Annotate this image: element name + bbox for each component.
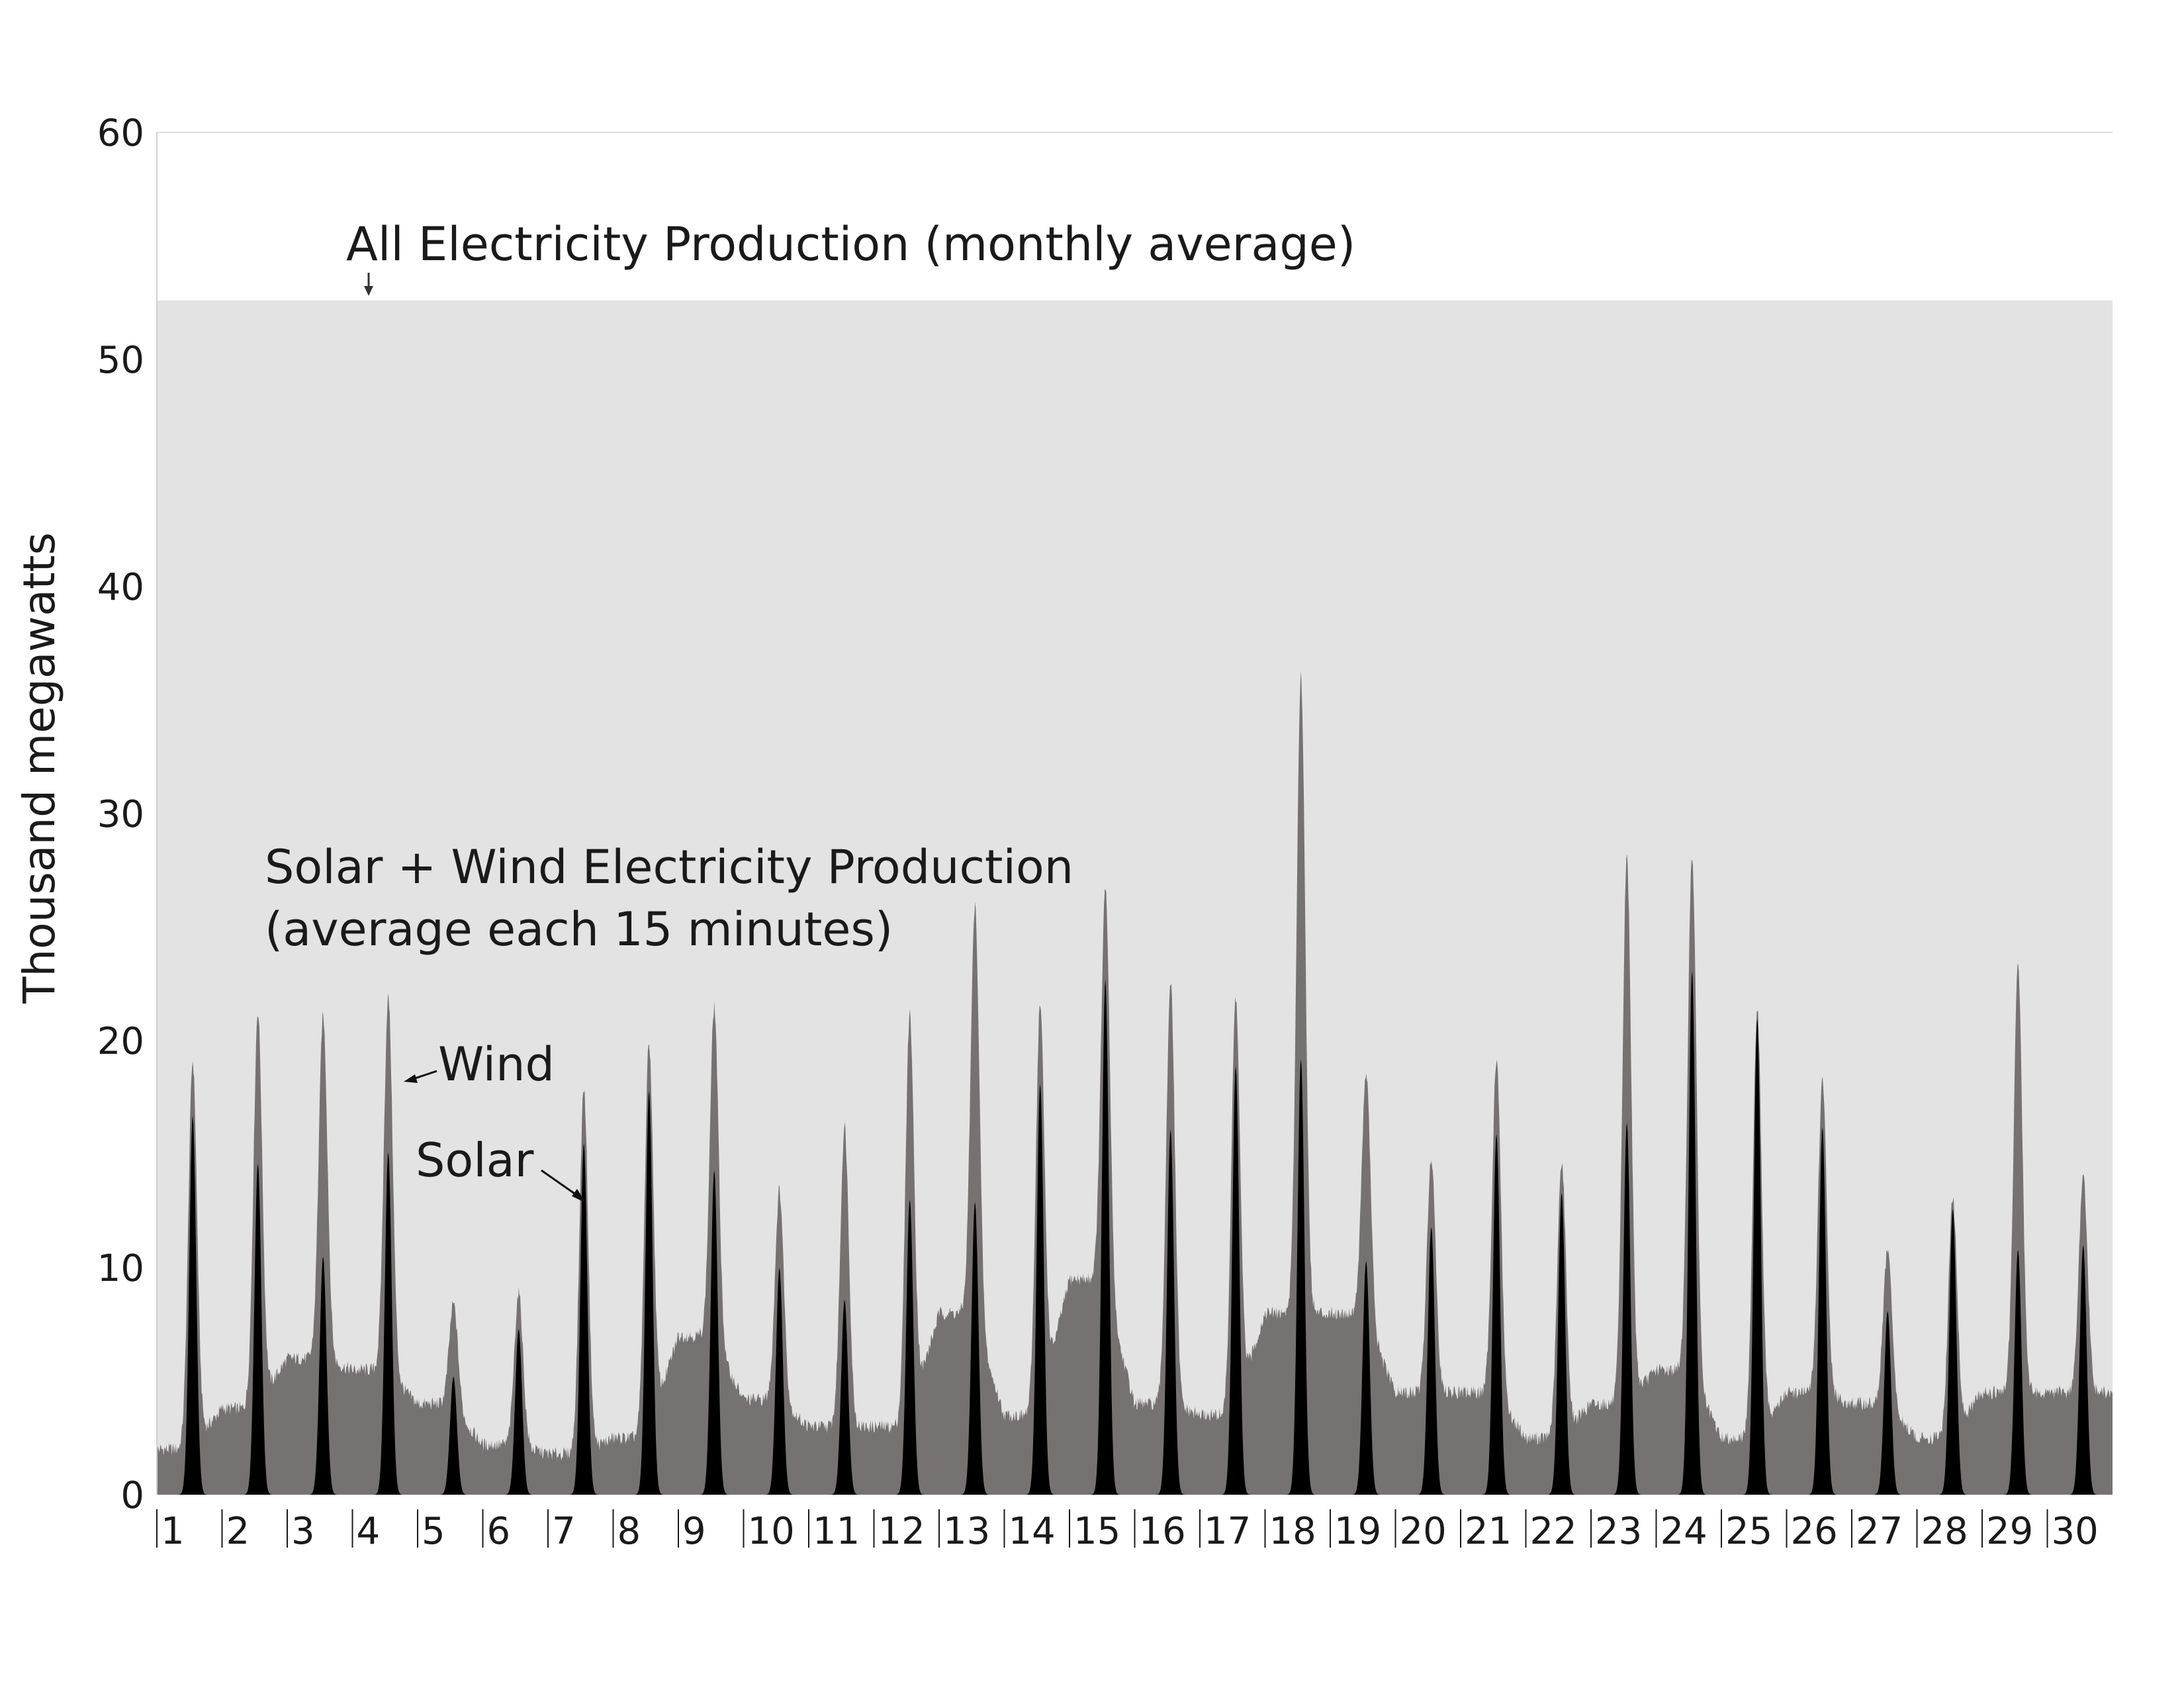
day-label: 22 — [1530, 1510, 1577, 1553]
day-label: 12 — [878, 1510, 925, 1553]
day-label: 11 — [813, 1510, 860, 1553]
day-label: 8 — [617, 1510, 641, 1553]
day-label: 30 — [2052, 1510, 2099, 1553]
day-label: 1 — [161, 1510, 185, 1553]
annotation-all-arrowhead — [364, 286, 373, 296]
day-label: 27 — [1856, 1510, 1903, 1553]
day-label: 19 — [1334, 1510, 1381, 1553]
day-label: 9 — [682, 1510, 706, 1553]
annotation-wind-arrowhead — [404, 1074, 418, 1083]
solar-series-area — [157, 970, 2113, 1495]
y-tick-label: 30 — [97, 793, 144, 836]
y-tick-label: 20 — [97, 1020, 144, 1063]
day-label: 25 — [1725, 1510, 1772, 1553]
day-label: 5 — [422, 1510, 445, 1553]
annotation-all-production: All Electricity Production (monthly aver… — [346, 217, 1355, 271]
y-tick-label: 50 — [97, 339, 144, 382]
day-label: 7 — [552, 1510, 576, 1553]
day-label: 10 — [748, 1510, 795, 1553]
day-label: 28 — [1921, 1510, 1968, 1553]
day-label: 23 — [1595, 1510, 1642, 1553]
day-label: 3 — [291, 1510, 315, 1553]
day-label: 24 — [1661, 1510, 1707, 1553]
day-label: 17 — [1204, 1510, 1251, 1553]
annotation-solar: Solar — [416, 1133, 534, 1188]
day-label: 16 — [1139, 1510, 1186, 1553]
y-tick-label: 60 — [97, 112, 144, 155]
day-label: 26 — [1791, 1510, 1838, 1553]
day-label: 21 — [1465, 1510, 1512, 1553]
y-tick-label: 10 — [97, 1247, 144, 1290]
y-axis-title: Thousand megawatts — [14, 532, 65, 1004]
y-tick-label: 40 — [97, 566, 144, 609]
day-label: 15 — [1073, 1510, 1120, 1553]
day-label: 18 — [1269, 1510, 1316, 1553]
day-label: 4 — [357, 1510, 381, 1553]
annotation-wind: Wind — [438, 1037, 555, 1092]
annotation-solar-arrowhead — [572, 1189, 586, 1203]
day-label: 20 — [1400, 1510, 1447, 1553]
day-label: 6 — [487, 1510, 511, 1553]
annotation-combined-line1: Solar + Wind Electricity Production — [265, 840, 1073, 894]
day-label: 2 — [226, 1510, 250, 1553]
y-tick-label: 0 — [120, 1474, 144, 1517]
day-label: 13 — [943, 1510, 990, 1553]
day-label: 14 — [1009, 1510, 1056, 1553]
annotation-combined-line2: (average each 15 minutes) — [265, 902, 893, 957]
all-production-area — [157, 300, 2113, 1495]
day-label: 29 — [1986, 1510, 2033, 1553]
